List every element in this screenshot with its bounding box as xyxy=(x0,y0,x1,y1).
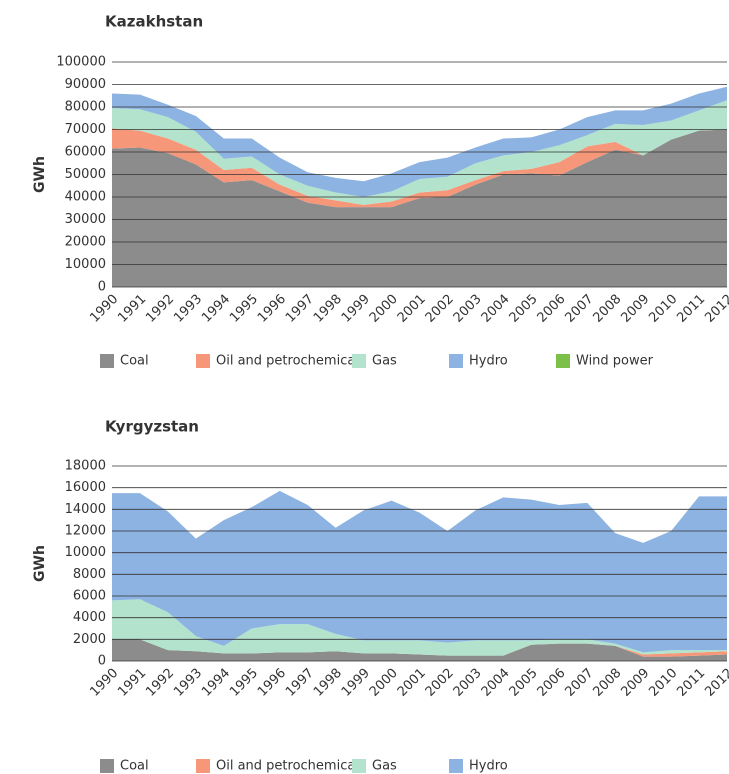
x-tick-label: 2008 xyxy=(590,666,624,700)
legend-label: Hydro xyxy=(469,354,508,369)
legend-label: Coal xyxy=(120,354,149,369)
area xyxy=(112,490,727,653)
x-tick-label: 1998 xyxy=(311,666,345,700)
y-tick-label: 12000 xyxy=(65,524,106,539)
y-tick-label: 50000 xyxy=(65,167,106,182)
x-tick-label: 1992 xyxy=(143,666,177,700)
y-tick-label: 80000 xyxy=(65,100,106,115)
x-tick-label: 2009 xyxy=(618,292,652,326)
x-tick-label: 2008 xyxy=(590,292,624,326)
legend-swatch xyxy=(100,759,114,773)
x-tick-label: 2001 xyxy=(395,292,429,326)
x-tick-label: 1996 xyxy=(255,292,289,326)
x-tick-label: 2003 xyxy=(451,666,485,700)
x-tick-label: 2004 xyxy=(479,292,513,326)
x-tick-label: 1991 xyxy=(115,292,149,326)
legend-label: Oil and petrochemicals xyxy=(216,759,366,774)
y-tick-label: 0 xyxy=(98,654,106,669)
x-tick-label: 1995 xyxy=(227,666,261,700)
x-tick-label: 1993 xyxy=(171,292,205,326)
chart-title: Kazakhstan xyxy=(105,13,203,31)
x-tick-label: 2006 xyxy=(535,666,569,700)
x-tick-label: 2006 xyxy=(535,292,569,326)
x-tick-label: 2007 xyxy=(563,292,597,326)
x-tick-label: 2002 xyxy=(423,666,457,700)
x-tick-label: 2000 xyxy=(367,292,401,326)
x-tick-label: 1997 xyxy=(283,292,317,326)
y-tick-label: 18000 xyxy=(65,459,106,474)
legend-label: Oil and petrochemicals xyxy=(216,354,366,369)
x-tick-label: 1997 xyxy=(283,666,317,700)
y-tick-label: 70000 xyxy=(65,122,106,137)
y-tick-label: 40000 xyxy=(65,190,106,205)
x-tick-label: 2000 xyxy=(367,666,401,700)
x-tick-label: 2007 xyxy=(563,666,597,700)
legend-swatch xyxy=(556,354,570,368)
y-tick-label: 2000 xyxy=(73,632,106,647)
x-tick-label: 1996 xyxy=(255,666,289,700)
y-tick-label: 60000 xyxy=(65,145,106,160)
x-tick-label: 1990 xyxy=(87,666,121,700)
legend-label: Coal xyxy=(120,759,149,774)
legend-swatch xyxy=(449,759,463,773)
x-tick-label: 2010 xyxy=(646,666,680,700)
y-tick-label: 10000 xyxy=(65,545,106,560)
area xyxy=(112,639,727,661)
x-tick-label: 2005 xyxy=(507,292,541,326)
x-tick-label: 1995 xyxy=(227,292,261,326)
x-tick-label: 1994 xyxy=(199,666,233,700)
x-tick-label: 2003 xyxy=(451,292,485,326)
x-tick-label: 2011 xyxy=(674,666,708,700)
x-tick-label: 2010 xyxy=(646,292,680,326)
x-tick-label: 2009 xyxy=(618,666,652,700)
y-tick-label: 8000 xyxy=(73,567,106,582)
y-tick-label: 0 xyxy=(98,280,106,295)
legend-swatch xyxy=(196,354,210,368)
y-tick-label: 100000 xyxy=(56,55,106,70)
y-tick-label: 4000 xyxy=(73,610,106,625)
y-tick-label: 10000 xyxy=(65,257,106,272)
y-tick-label: 90000 xyxy=(65,77,106,92)
area xyxy=(112,86,727,197)
x-tick-label: 2005 xyxy=(507,666,541,700)
legend-swatch xyxy=(100,354,114,368)
x-tick-label: 1999 xyxy=(339,666,373,700)
x-tick-label: 2002 xyxy=(423,292,457,326)
area xyxy=(112,100,727,205)
x-tick-label: 2004 xyxy=(479,666,513,700)
chart-title: Kyrgyzstan xyxy=(105,418,199,436)
legend-swatch xyxy=(449,354,463,368)
legend-label: Gas xyxy=(372,759,397,774)
x-tick-label: 2001 xyxy=(395,666,429,700)
y-tick-label: 6000 xyxy=(73,589,106,604)
x-tick-label: 1992 xyxy=(143,292,177,326)
x-tick-label: 1999 xyxy=(339,292,373,326)
legend-label: Wind power xyxy=(576,354,654,369)
x-tick-label: 2012 xyxy=(702,666,729,700)
legend-label: Gas xyxy=(372,354,397,369)
area xyxy=(112,639,727,657)
x-tick-label: 1990 xyxy=(87,292,121,326)
x-tick-label: 1994 xyxy=(199,292,233,326)
x-tick-label: 1993 xyxy=(171,666,205,700)
x-tick-label: 2012 xyxy=(702,292,729,326)
legend-swatch xyxy=(352,354,366,368)
x-tick-label: 1991 xyxy=(115,666,149,700)
y-axis-label: GWh xyxy=(32,156,48,193)
y-tick-label: 20000 xyxy=(65,235,106,250)
legend-label: Hydro xyxy=(469,759,508,774)
y-tick-label: 16000 xyxy=(65,480,106,495)
legend-swatch xyxy=(352,759,366,773)
area xyxy=(112,599,727,656)
x-tick-label: 2011 xyxy=(674,292,708,326)
legend-swatch xyxy=(196,759,210,773)
y-axis-label: GWh xyxy=(32,545,48,582)
y-tick-label: 14000 xyxy=(65,502,106,517)
x-tick-label: 1998 xyxy=(311,292,345,326)
y-tick-label: 30000 xyxy=(65,212,106,227)
